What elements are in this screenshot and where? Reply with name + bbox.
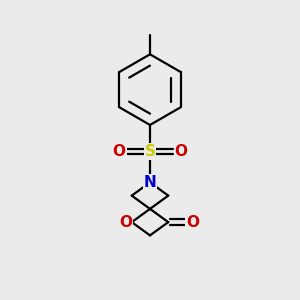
Text: O: O [119,214,132,230]
Text: O: O [186,214,199,230]
Text: S: S [145,144,155,159]
Text: O: O [174,144,188,159]
Text: O: O [112,144,126,159]
Text: N: N [144,175,156,190]
